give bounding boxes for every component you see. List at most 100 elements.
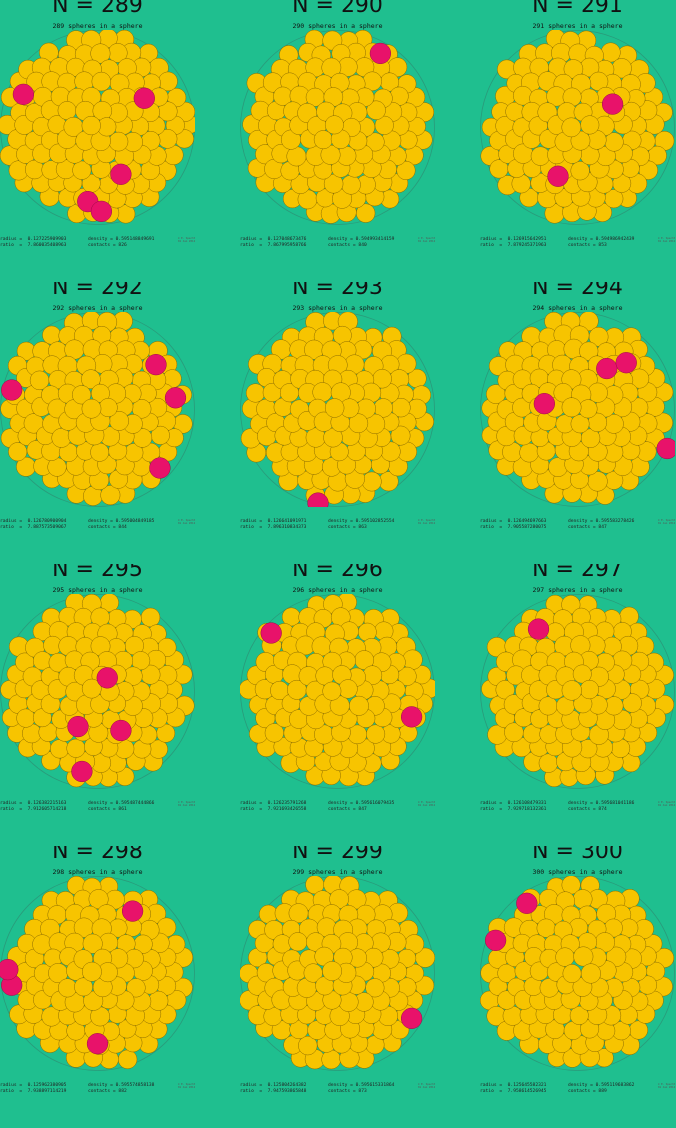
packing-panel-290: N = 290 290 spheres in a sphere radius = 0… — [240, 0, 465, 282]
highlight-sphere — [149, 457, 171, 479]
ratio-line: ratio = 7.867995958766 — [240, 243, 307, 248]
sphere — [324, 398, 345, 418]
sphere — [91, 71, 112, 92]
sphere — [519, 442, 539, 463]
ratio-line: ratio = 7.938897114219 — [0, 1089, 67, 1094]
sphere-packing-render — [240, 876, 435, 1071]
density-line: density = 0.595487444866 — [88, 801, 155, 806]
highlight-sphere — [71, 760, 93, 783]
highlight-sphere — [133, 87, 155, 109]
packing-panel-292: N = 292 292 spheres in a sphere radius = 0… — [0, 282, 225, 564]
sphere — [604, 414, 624, 434]
sphere — [74, 977, 93, 997]
sphere — [402, 649, 423, 670]
highlight-sphere — [145, 354, 167, 376]
ratio-line: ratio = 7.896310834373 — [240, 525, 307, 530]
panel-subtitle: 293 spheres in a sphere — [292, 304, 383, 312]
packing-panel-289: N = 289 289 spheres in a sphere radius = 0… — [0, 0, 225, 282]
highlight-sphere — [400, 706, 423, 728]
panel-subtitle: 297 spheres in a sphere — [532, 586, 623, 594]
sphere — [570, 161, 590, 181]
sphere — [126, 978, 146, 998]
density-line: density = 0.595574858138 — [88, 1083, 155, 1088]
radius-line: radius = 0.126494697663 — [480, 519, 547, 524]
credit-date: 01 Jan 2012 — [658, 522, 676, 525]
radius-line: radius = 0.126235791268 — [240, 801, 307, 806]
sphere-packing-render — [0, 312, 195, 507]
radius-line: radius = 0.126915642951 — [480, 237, 547, 242]
density-line: density = 0.595119683862 — [568, 1083, 635, 1088]
sphere — [561, 680, 582, 701]
sphere — [573, 946, 594, 967]
sphere — [561, 397, 582, 418]
panel-subtitle: 299 spheres in a sphere — [292, 868, 383, 876]
panel-subtitle: 290 spheres in a sphere — [292, 22, 383, 30]
sphere — [341, 174, 361, 195]
sphere — [536, 918, 556, 938]
sphere — [572, 889, 593, 909]
density-line: density = 0.595681041186 — [568, 801, 635, 806]
credit-text: © E. Specht — [658, 1083, 676, 1086]
radius-line: radius = 0.126382215163 — [0, 801, 67, 806]
contacts-line: contacts = 847 — [328, 807, 367, 812]
highlight-sphere — [484, 929, 507, 951]
sphere — [578, 399, 598, 419]
sphere — [66, 738, 86, 758]
credit-date: 01 Jan 2012 — [418, 1086, 436, 1089]
sphere — [322, 961, 343, 981]
panel-title: N = 297 — [532, 564, 623, 582]
sphere — [245, 383, 265, 403]
ratio-line: ratio = 7.929718132361 — [480, 807, 547, 812]
sphere — [82, 961, 102, 982]
sphere-packing-render — [240, 594, 435, 789]
radius-line: radius = 0.127225909903 — [0, 237, 67, 242]
radius-line: radius = 0.126780900904 — [0, 519, 67, 524]
credit-text: © E. Specht — [178, 1083, 196, 1086]
credit-text: © E. Specht — [658, 519, 676, 522]
sphere — [117, 1049, 138, 1069]
sphere — [57, 101, 77, 120]
contacts-line: contacts = 844 — [88, 525, 127, 530]
panel-title: N = 296 — [292, 564, 383, 582]
sphere — [51, 428, 72, 448]
sphere — [57, 978, 77, 998]
sphere — [374, 115, 394, 135]
panel-subtitle: 295 spheres in a sphere — [52, 586, 143, 594]
sphere — [321, 1049, 341, 1070]
credit-text: © E. Specht — [658, 237, 676, 240]
panel-title: N = 291 — [532, 0, 623, 18]
sphere — [569, 1006, 589, 1025]
sphere — [538, 696, 558, 716]
highlight-sphere — [110, 163, 132, 185]
sphere — [365, 978, 385, 998]
panel-title: N = 300 — [532, 846, 623, 864]
credit-date: 01 Jan 2012 — [658, 240, 676, 243]
sphere — [580, 963, 601, 984]
sphere — [562, 964, 582, 983]
sphere-packing-grid: N = 289 289 spheres in a sphere radius = 0… — [0, 0, 676, 1094]
highlight-sphere — [90, 200, 113, 222]
density-line: density = 0.594993414159 — [328, 237, 395, 242]
density-line: density = 0.595616079435 — [328, 801, 395, 806]
sphere-packing-render — [0, 594, 195, 789]
credit-date: 01 Jan 2012 — [658, 1086, 676, 1089]
highlight-sphere — [164, 387, 187, 409]
panel-title: N = 298 — [52, 846, 143, 864]
panel-subtitle: 294 spheres in a sphere — [532, 304, 623, 312]
panel-title: N = 292 — [52, 282, 143, 300]
sphere-packing-render — [480, 876, 675, 1071]
sphere — [100, 485, 121, 506]
density-line: density = 0.595148849691 — [88, 237, 155, 242]
credit-date: 01 Jan 2012 — [658, 804, 676, 807]
sphere — [90, 442, 110, 462]
sphere-packing-render — [0, 876, 195, 1071]
sphere — [82, 933, 103, 954]
container-sphere-outline — [480, 594, 675, 789]
panel-title: N = 299 — [292, 846, 383, 864]
highlight-sphere — [1, 379, 23, 401]
density-line: density = 0.595615331864 — [328, 1083, 395, 1088]
credit-text: © E. Specht — [418, 519, 436, 522]
sphere — [81, 678, 102, 699]
highlight-sphere — [547, 165, 569, 187]
sphere — [98, 398, 118, 418]
